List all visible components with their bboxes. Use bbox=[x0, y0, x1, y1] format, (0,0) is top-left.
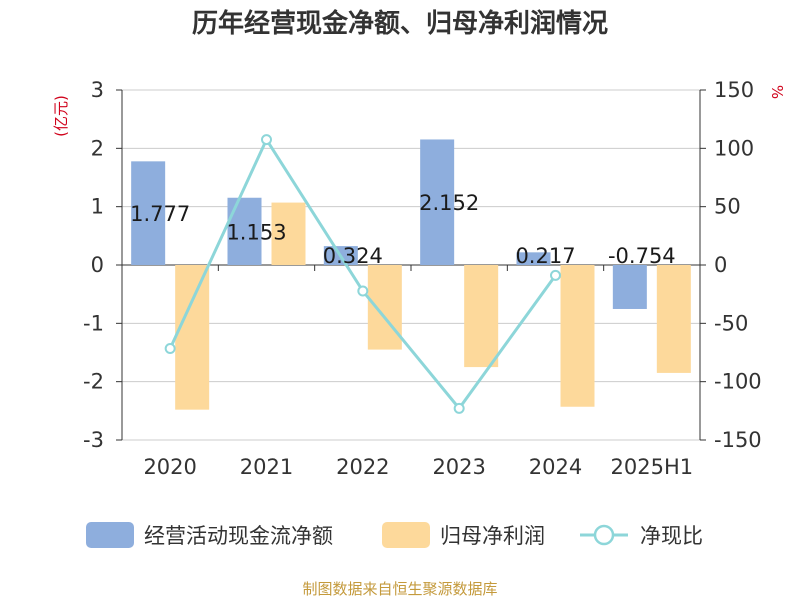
cashflow-data-label: -0.754 bbox=[608, 244, 676, 268]
legend: 经营活动现金流净额 归母净利润 净现比 bbox=[86, 522, 703, 548]
category-label: 2025H1 bbox=[611, 455, 694, 479]
legend-cashflow-swatch bbox=[86, 522, 134, 548]
net-profit-bar bbox=[656, 265, 691, 373]
left-axis-tick-label: 2 bbox=[91, 136, 104, 160]
left-axis-tick-label: -1 bbox=[83, 311, 104, 335]
left-axis-tick-label: 0 bbox=[91, 253, 104, 277]
chart-title: 历年经营现金净额、归母净利润情况 bbox=[192, 8, 608, 39]
cashflow-bar bbox=[420, 139, 455, 265]
ratio-point bbox=[357, 285, 369, 297]
net-profit-bar bbox=[464, 265, 499, 368]
right-axis-tick-label: 100 bbox=[714, 136, 754, 160]
data-source: 制图数据来自恒生聚源数据库 bbox=[302, 580, 497, 598]
category-label: 2021 bbox=[240, 455, 293, 479]
net-profit-bar bbox=[175, 265, 210, 410]
data-labels: 1.777 1.153 0.324 2.152 0.217 -0.754 bbox=[130, 191, 676, 268]
left-axis-tick-label: 1 bbox=[91, 195, 104, 219]
cashflow-data-label: 1.153 bbox=[226, 220, 286, 244]
category-label: 2024 bbox=[529, 455, 582, 479]
ratio-point bbox=[453, 402, 465, 414]
cashflow-bar bbox=[516, 252, 551, 265]
category-label: 2023 bbox=[432, 455, 485, 479]
cashflow-data-label: 0.217 bbox=[515, 244, 575, 268]
right-axis-tick-label: 50 bbox=[714, 195, 741, 219]
right-axis-unit: % bbox=[768, 85, 786, 99]
cashflow-bar bbox=[612, 265, 647, 309]
cashflow-bar bbox=[131, 161, 166, 265]
ratio-point bbox=[261, 134, 272, 146]
category-label: 2020 bbox=[143, 455, 196, 479]
net-profit-bar bbox=[560, 265, 595, 407]
legend-net-profit-swatch bbox=[382, 522, 430, 548]
category-label: 2022 bbox=[336, 455, 389, 479]
ratio-line-series bbox=[164, 134, 561, 414]
right-axis-tick-label: 0 bbox=[714, 253, 727, 277]
net-profit-bar bbox=[367, 265, 402, 350]
cashflow-data-label: 1.777 bbox=[130, 202, 190, 226]
ratio-point bbox=[550, 269, 561, 281]
legend-net-profit-label: 归母净利润 bbox=[440, 524, 545, 548]
right-axis-tick-label: -150 bbox=[714, 428, 762, 452]
ratio-point bbox=[164, 343, 176, 355]
legend-ratio-label: 净现比 bbox=[640, 524, 703, 548]
net-profit-bar bbox=[271, 202, 306, 265]
right-axis-tick-label: -50 bbox=[714, 311, 748, 335]
left-axis-unit: (亿元) bbox=[52, 95, 70, 137]
left-axis-tick-label: -2 bbox=[83, 370, 104, 394]
legend-ratio-marker bbox=[593, 524, 615, 546]
cashflow-data-label: 2.152 bbox=[419, 191, 479, 215]
right-axis-tick-label: -100 bbox=[714, 370, 762, 394]
right-axis-tick-label: 150 bbox=[714, 78, 754, 102]
left-axis-tick-label: -3 bbox=[83, 428, 104, 452]
left-axis-tick-label: 3 bbox=[91, 78, 104, 102]
axes: 3 2 1 0 -1 -2 -3 150 100 50 0 -50 -100 -150 2020 2021 20… bbox=[83, 78, 762, 479]
cashflow-data-label: 0.324 bbox=[323, 244, 383, 268]
bar-series bbox=[131, 139, 691, 410]
legend-cashflow-label: 经营活动现金流净额 bbox=[144, 524, 333, 548]
